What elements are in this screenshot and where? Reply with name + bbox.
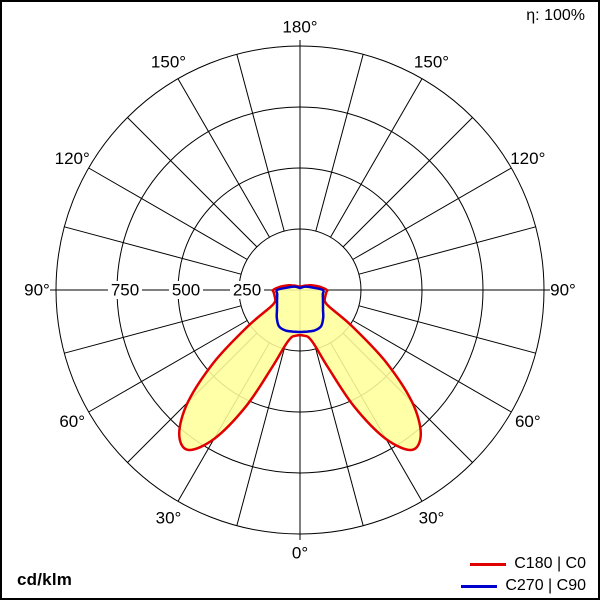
radial-label-bg xyxy=(230,281,264,299)
legend-label-c180-c0: C180 | C0 xyxy=(514,555,586,572)
grid-spoke xyxy=(330,78,423,238)
angle-label: 120° xyxy=(510,149,545,168)
grid-spoke xyxy=(236,348,285,526)
angle-label: 180° xyxy=(282,18,317,37)
grid-spoke xyxy=(64,305,242,354)
angle-label: 150° xyxy=(414,53,449,72)
grid-spoke xyxy=(127,117,258,248)
grid-spoke xyxy=(315,348,364,526)
unit-label: cd/klm xyxy=(17,570,73,589)
legend-label-c270-c90: C270 | C90 xyxy=(505,577,586,594)
grid-spoke xyxy=(88,167,248,260)
legend-line-c270-c90-icon xyxy=(461,584,498,588)
radial-tick-label: 750 xyxy=(111,281,139,300)
radial-label-bg xyxy=(169,281,203,299)
radial-tick-label: 500 xyxy=(172,281,200,300)
legend-item-c270-c90: C270 | C90 xyxy=(461,577,586,595)
angle-label: 120° xyxy=(55,149,90,168)
angle-label: 90° xyxy=(550,281,576,300)
grid-spoke xyxy=(236,54,285,232)
curve-c270-c90 xyxy=(275,285,325,334)
angle-label: 60° xyxy=(59,412,85,431)
grid-spoke xyxy=(342,117,473,248)
angle-label: 150° xyxy=(151,53,186,72)
radial-tick-label: 250 xyxy=(233,281,261,300)
legend-item-c180-c0: C180 | C0 xyxy=(470,555,586,573)
angle-label: 0° xyxy=(292,544,308,563)
grid-spoke xyxy=(315,54,364,232)
grid-spoke xyxy=(352,320,512,413)
radial-label-bg xyxy=(108,281,142,299)
grid-spoke xyxy=(358,305,536,354)
efficiency-label: η: 100% xyxy=(526,7,585,24)
angle-label: 90° xyxy=(24,281,50,300)
angle-label: 60° xyxy=(515,412,541,431)
grid-spoke xyxy=(88,320,248,413)
angle-label: 30° xyxy=(156,508,182,527)
angle-label: 30° xyxy=(419,508,445,527)
grid-spoke xyxy=(352,167,512,260)
grid-spoke xyxy=(64,226,242,275)
legend-line-c180-c0-icon xyxy=(470,562,507,566)
grid-spoke xyxy=(177,78,270,238)
legend: C180 | C0 C270 | C90 xyxy=(461,555,586,595)
curve-c180-c0 xyxy=(177,284,423,452)
grid-spoke xyxy=(358,226,536,275)
